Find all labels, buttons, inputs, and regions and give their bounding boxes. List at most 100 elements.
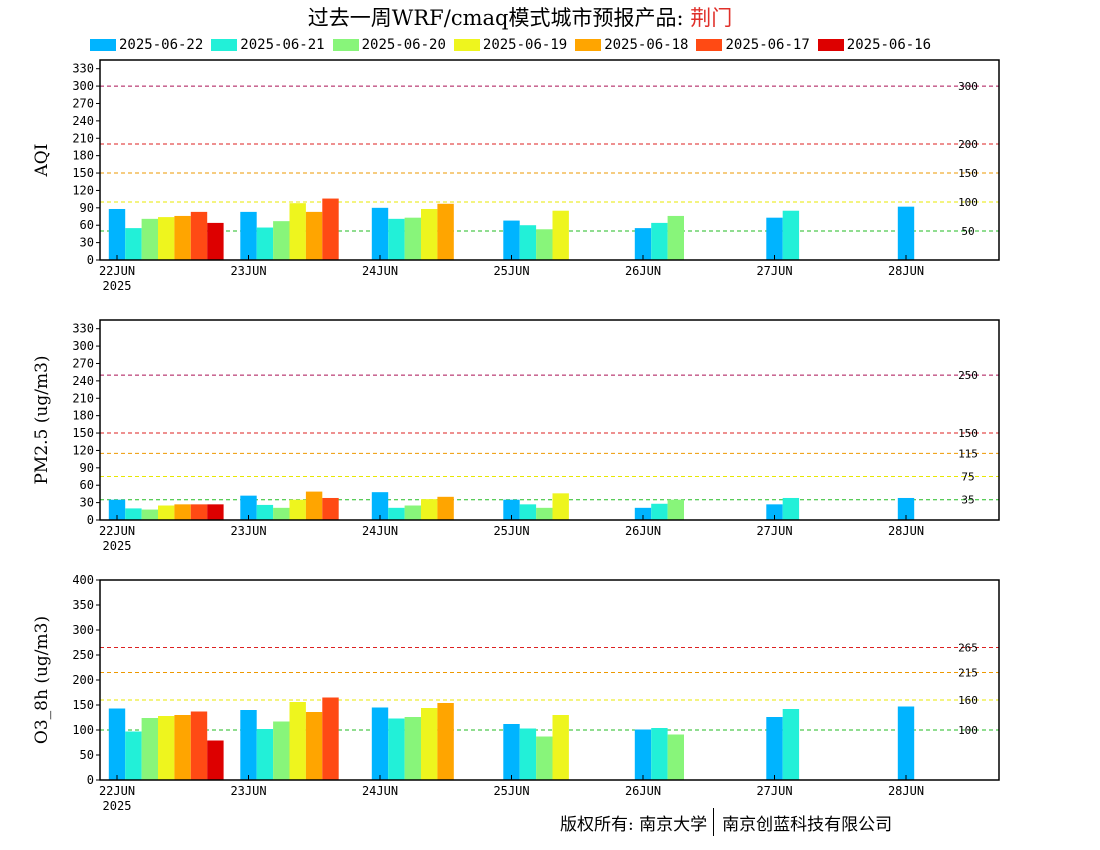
legend-item: 2025-06-20 (332, 37, 446, 53)
bar (273, 221, 290, 260)
title-main: 过去一周WRF/cmaq模式城市预报产品: (307, 6, 691, 30)
threshold-label: 100 (958, 196, 978, 209)
x-tick-label: 28JUN (888, 784, 924, 798)
bar (503, 724, 520, 780)
x-tick-label: 28JUN (888, 524, 924, 538)
y-tick-label: 60 (80, 478, 94, 492)
x-year-label: 2025 (103, 799, 132, 813)
legend-label: 2025-06-17 (725, 37, 810, 53)
y-tick-label: 150 (72, 166, 94, 180)
legend-item: 2025-06-16 (817, 37, 931, 53)
x-tick-label: 24JUN (362, 524, 398, 538)
legend-item: 2025-06-22 (90, 37, 203, 53)
threshold-label: 215 (958, 667, 978, 680)
legend-swatch (696, 39, 723, 51)
footer-separator (713, 808, 715, 836)
y-axis-label: AQI (32, 144, 52, 178)
bar (207, 740, 224, 780)
bar (256, 729, 274, 780)
bar (766, 504, 783, 520)
bar (125, 731, 142, 780)
x-tick-label: 25JUN (493, 784, 529, 798)
bar (897, 206, 915, 260)
x-tick-label: 24JUN (362, 264, 398, 278)
x-tick-label: 26JUN (625, 784, 661, 798)
y-tick-label: 150 (72, 426, 94, 440)
bar (634, 507, 652, 520)
bar (552, 493, 569, 520)
x-tick-label: 27JUN (756, 264, 792, 278)
x-tick-label: 23JUN (230, 264, 266, 278)
y-tick-label: 240 (72, 374, 94, 388)
x-year-label: 2025 (103, 279, 132, 293)
y-tick-label: 300 (72, 79, 94, 93)
x-year-label: 2025 (103, 539, 132, 553)
x-tick-label: 22JUN (99, 264, 135, 278)
bar (536, 507, 553, 520)
footer-right: 南京创蓝科技有限公司 (722, 814, 893, 835)
bar (322, 198, 339, 260)
y-tick-label: 0 (87, 773, 94, 787)
y-tick-label: 270 (72, 356, 94, 370)
x-tick-label: 23JUN (230, 784, 266, 798)
bar (125, 228, 142, 260)
threshold-label: 150 (958, 427, 978, 440)
plot-frame (99, 59, 1000, 261)
bar (108, 708, 126, 780)
legend-swatch (90, 39, 116, 51)
bar (404, 505, 421, 520)
bar (322, 497, 339, 520)
bar (437, 203, 454, 260)
bar (552, 210, 569, 260)
legend: 2025-06-22 2025-06-21 2025-06-20 2025-06-19… (90, 36, 939, 54)
x-tick-label: 24JUN (362, 784, 398, 798)
y-tick-label: 90 (80, 201, 94, 215)
footer-left: 版权所有: 南京大学 (560, 814, 708, 835)
y-tick-label: 150 (72, 698, 94, 712)
bar (289, 203, 306, 260)
x-tick-label: 22JUN (99, 784, 135, 798)
chart-panel: 35 75 115 150 250 0 30 60 90 120 150 180 210 240 270 30… (32, 319, 1000, 553)
y-tick-label: 330 (72, 322, 94, 336)
legend-item: 2025-06-21 (211, 37, 325, 53)
legend-item: 2025-06-17 (696, 37, 810, 53)
threshold-label: 160 (958, 694, 978, 707)
bar (141, 718, 158, 780)
bar (174, 715, 191, 780)
legend-swatch (211, 39, 238, 51)
bar (404, 717, 421, 780)
legend-item: 2025-06-19 (453, 37, 568, 53)
bar (190, 211, 208, 260)
bar (667, 734, 684, 780)
bar (240, 495, 257, 520)
legend-swatch (575, 39, 602, 51)
threshold-label: 115 (958, 447, 978, 460)
bar (141, 509, 158, 520)
bar (207, 504, 224, 520)
bar (371, 707, 389, 780)
page-title: 过去一周WRF/cmaq模式城市预报产品: 荆门 (0, 2, 1040, 32)
bar (190, 504, 208, 520)
y-tick-label: 330 (72, 62, 94, 76)
plot-frame (99, 319, 1000, 521)
bar (388, 218, 405, 260)
threshold-label: 250 (958, 369, 978, 382)
legend-label: 2025-06-19 (482, 37, 568, 53)
bar (782, 210, 800, 260)
y-tick-label: 400 (72, 573, 94, 587)
x-tick-label: 28JUN (888, 264, 924, 278)
bar (371, 207, 389, 260)
bar (305, 491, 323, 520)
y-tick-label: 90 (80, 461, 94, 475)
bar (404, 217, 421, 260)
bar (158, 217, 175, 260)
bar (289, 702, 306, 780)
bar (158, 505, 175, 520)
bar (388, 718, 405, 780)
x-tick-label: 25JUN (493, 524, 529, 538)
y-tick-label: 210 (72, 131, 94, 145)
y-tick-label: 0 (87, 253, 94, 267)
y-tick-label: 270 (72, 96, 94, 110)
threshold-label: 150 (958, 167, 978, 180)
